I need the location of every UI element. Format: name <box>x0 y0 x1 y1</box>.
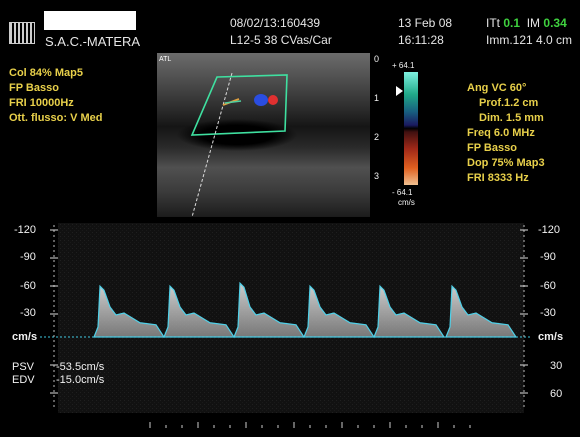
param-line: Ang VC 60° <box>467 82 527 94</box>
depth-tick: 2 <box>374 132 380 142</box>
velocity-tick-left: -30 <box>20 307 36 319</box>
param-line: Freq 6.0 MHz <box>467 127 535 139</box>
date-label: 13 Feb 08 <box>398 16 453 30</box>
edv-label: EDV <box>12 374 35 386</box>
probe-label: L12-5 38 CVas/Car <box>230 33 332 47</box>
velocity-unit-left: cm/s <box>12 331 38 343</box>
institution-label: S.A.C.-MATERA <box>45 34 141 49</box>
im-value: 0.34 <box>543 16 567 30</box>
param-line: FRI 10000Hz <box>9 97 74 109</box>
time-label: 16:11:28 <box>398 33 444 47</box>
logo-icon <box>9 22 35 44</box>
iti-label: ITt <box>486 16 500 30</box>
colorbar-marker <box>396 86 403 96</box>
param-line: Ott. flusso: V Med <box>9 112 103 124</box>
param-line: FP Basso <box>9 82 59 94</box>
velocity-tick-right: -60 <box>540 280 556 292</box>
velocity-tick-right: 60 <box>550 388 563 400</box>
color-box <box>190 72 288 217</box>
spectral-beat <box>303 284 376 338</box>
velocity-tick-left: -90 <box>20 251 36 263</box>
depth-tick: 0 <box>374 54 380 64</box>
param-line: FP Basso <box>467 142 517 154</box>
velocity-tick-left: -120 <box>14 224 37 236</box>
edv-value: -15.0cm/s <box>56 374 105 386</box>
color-bar <box>404 72 418 185</box>
spectral-background <box>58 223 524 413</box>
param-line: Prof.1.2 cm <box>479 97 539 109</box>
depth-tick: 1 <box>374 93 380 103</box>
flow-blue <box>254 94 268 106</box>
image-tag: ATL <box>159 56 172 63</box>
time-scale <box>149 422 471 428</box>
velocity-tick-left: -60 <box>20 280 36 292</box>
iti-value: 0.1 <box>503 16 521 30</box>
colorbar-unit: cm/s <box>398 198 415 207</box>
sample-box <box>190 74 288 136</box>
velocity-tick-right: -120 <box>538 224 561 236</box>
spectral-beat <box>373 284 446 338</box>
flow-red <box>268 95 278 105</box>
patient-name-field <box>44 11 136 30</box>
param-line: FRI 8333 Hz <box>467 172 529 184</box>
spectral-beat <box>233 281 306 338</box>
depth-tick: 3 <box>374 171 380 181</box>
psv-label: PSV <box>12 361 35 373</box>
psv-value: -53.5cm/s <box>56 361 105 373</box>
imm-label: Imm.121 4.0 cm <box>486 33 573 47</box>
colorbar-bottom: - 64.1 <box>392 188 413 197</box>
param-line: Dop 75% Map3 <box>467 157 545 169</box>
im-label: IM <box>526 16 541 30</box>
iti-readout: ITt 0.1 IM 0.34 <box>486 17 567 29</box>
velocity-tick-right: -30 <box>540 307 556 319</box>
velocity-tick-right: 30 <box>550 360 563 372</box>
velocity-tick-right: -90 <box>540 251 556 263</box>
spectral-beat <box>445 284 518 338</box>
spectral-waveform <box>93 281 518 338</box>
study-id: 08/02/13:160439 <box>230 16 321 30</box>
velocity-unit-right: cm/s <box>538 331 564 343</box>
spectral-beat <box>93 284 166 338</box>
colorbar-top: + 64.1 <box>392 61 415 70</box>
spectral-beat <box>163 284 236 338</box>
param-line: Dim. 1.5 mm <box>479 112 544 124</box>
param-line: Col 84% Map5 <box>9 67 83 79</box>
